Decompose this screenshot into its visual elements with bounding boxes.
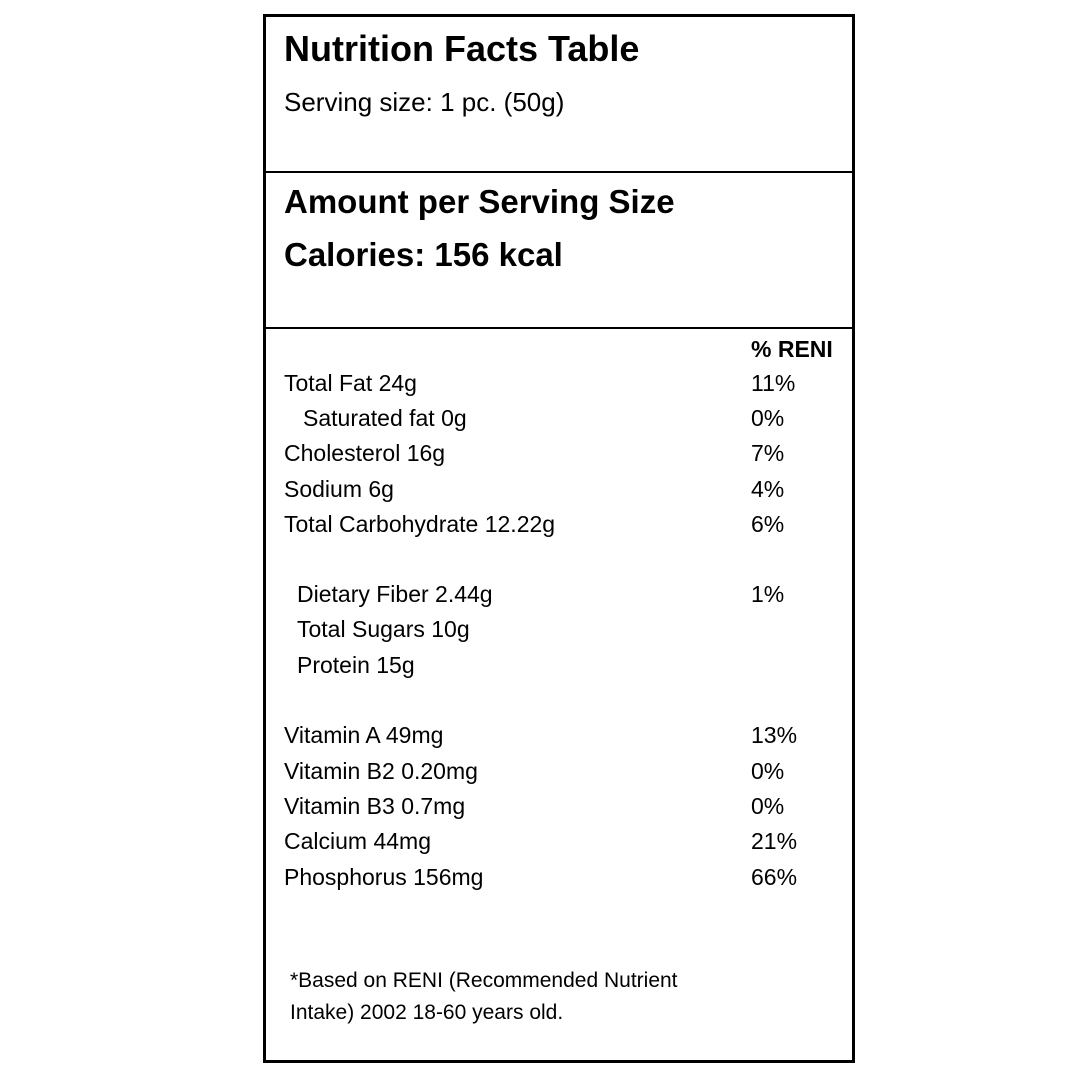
reni: 7% (751, 440, 785, 466)
nutrient: Dietary Fiber 2.44g (297, 581, 493, 607)
nutrient: Calcium 44mg (284, 828, 431, 854)
label-border (263, 14, 855, 1063)
nutrient: Vitamin B2 0.20mg (284, 758, 478, 784)
nutrient: Vitamin B3 0.7mg (284, 793, 466, 819)
amount-heading: Amount per Serving Size (284, 183, 675, 220)
reni: 66% (751, 864, 798, 890)
reni: 0% (751, 405, 785, 431)
reni: 13% (751, 722, 798, 748)
nutrient: Total Sugars 10g (297, 616, 470, 642)
footnote: Intake) 2002 18-60 years old. (290, 1001, 564, 1024)
title: Nutrition Facts Table (284, 28, 640, 69)
serving-size: Serving size: 1 pc. (50g) (284, 87, 565, 117)
nutrient: Phosphorus 156mg (284, 864, 484, 890)
divider (263, 171, 855, 173)
reni: 6% (751, 511, 785, 537)
nutrient: Total Carbohydrate 12.22g (284, 511, 556, 537)
reni: 0% (751, 758, 785, 784)
reni: 11% (751, 370, 796, 396)
nutrient: Cholesterol 16g (284, 440, 446, 466)
reni-header: % RENI (751, 336, 833, 362)
nutrient: Sodium 6g (284, 476, 394, 502)
nutrient: Vitamin A 49mg (284, 722, 444, 748)
nutrient: Saturated fat 0g (303, 405, 467, 431)
nutrient: Total Fat 24g (284, 370, 417, 396)
calories: Calories: 156 kcal (284, 236, 563, 273)
reni: 1% (751, 581, 785, 607)
footnote: *Based on RENI (Recommended Nutrient (290, 969, 678, 992)
reni: 21% (751, 828, 798, 854)
reni: 0% (751, 793, 785, 819)
reni: 4% (751, 476, 785, 502)
nutrient: Protein 15g (297, 652, 415, 678)
divider (263, 327, 855, 329)
